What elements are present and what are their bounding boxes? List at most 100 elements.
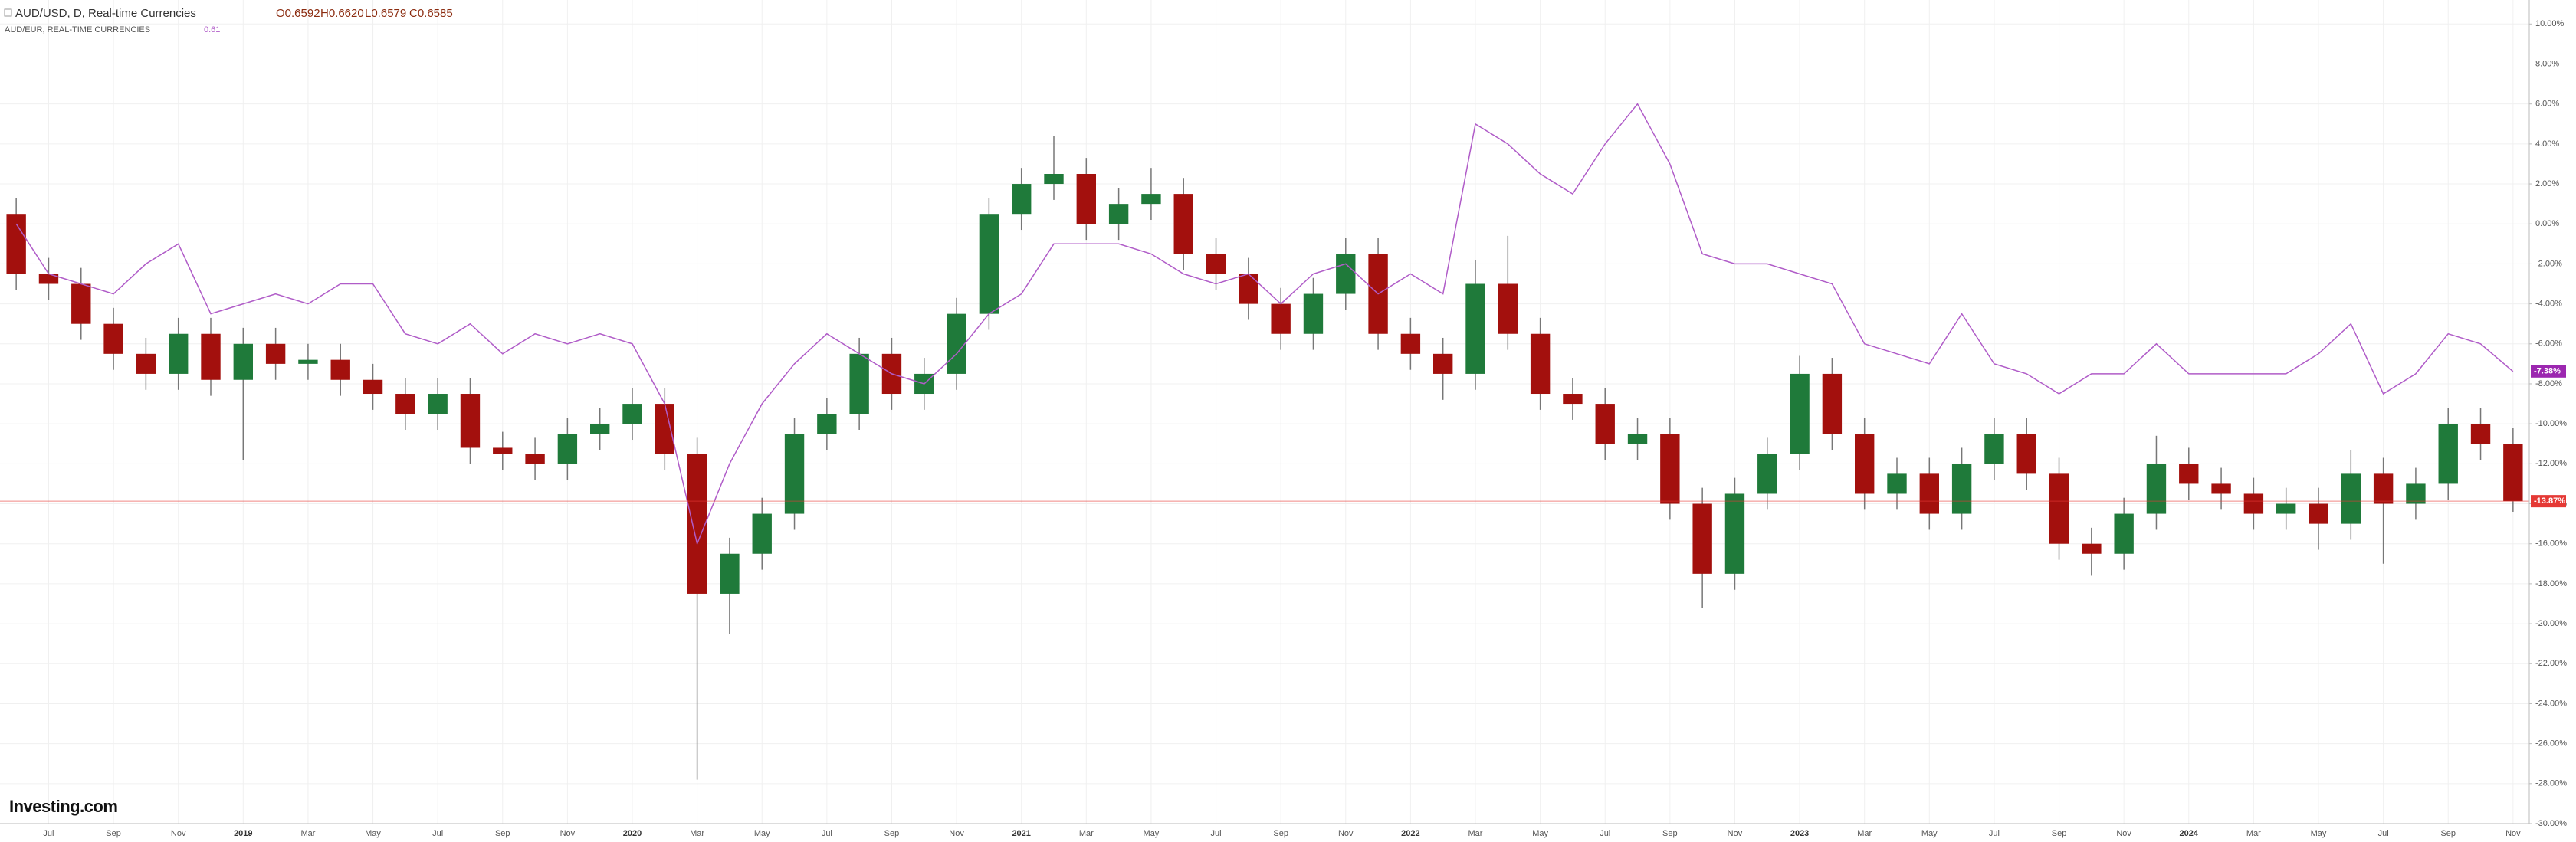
candle-body (395, 394, 415, 414)
x-tick-label: Jul (43, 829, 54, 838)
x-tick-label: 2023 (1790, 829, 1809, 838)
x-tick-label: Mar (2246, 829, 2261, 838)
candle-body (1433, 353, 1453, 374)
price-tag-label: -7.38% (2534, 367, 2561, 376)
y-tick-label: 4.00% (2535, 139, 2559, 149)
candle-body (1595, 404, 1615, 444)
x-tick-label: 2020 (623, 829, 642, 838)
candle-body (1757, 454, 1777, 494)
candle-body (1530, 333, 1551, 395)
plot-area (0, 0, 2529, 824)
price-tag (2531, 365, 2566, 378)
compare-legend-title: AUD/EUR, REAL-TIME CURRENCIES (5, 25, 150, 34)
x-tick-label: Nov (2505, 829, 2521, 838)
y-tick-label: -4.00% (2535, 300, 2562, 309)
x-tick-label: May (1921, 829, 1938, 838)
candle-body (1790, 373, 1810, 454)
candle-body (2049, 473, 2069, 544)
candle-body (1465, 283, 1485, 374)
candle-body (784, 434, 805, 514)
y-tick-label: -16.00% (2535, 539, 2567, 549)
price-tag-label: -13.87% (2534, 496, 2565, 506)
x-tick-label: May (1144, 829, 1160, 838)
candle-body (363, 379, 383, 395)
candle-body (720, 553, 740, 594)
x-tick-label: Nov (560, 829, 576, 838)
candle-body (6, 214, 26, 274)
candle-body (38, 274, 59, 284)
ohlc-high: H0.6620 (320, 7, 364, 20)
y-tick-label: -22.00% (2535, 659, 2567, 668)
x-tick-label: Sep (2440, 829, 2456, 838)
candle-body (1303, 293, 1324, 334)
x-tick-label: Mar (1079, 829, 1094, 838)
candle-body (1141, 194, 1161, 205)
main-legend-title: AUD/USD, D, Real-time Currencies (15, 7, 196, 20)
x-tick-label: Sep (495, 829, 510, 838)
candle-body (330, 359, 350, 380)
candle-body (557, 434, 578, 464)
candle-body (655, 404, 674, 454)
candle-body (2406, 483, 2426, 504)
y-tick-label: -2.00% (2535, 259, 2562, 268)
x-tick-label: Jul (1989, 829, 2000, 838)
candle-body (201, 333, 221, 380)
collapse-icon[interactable] (4, 8, 12, 17)
candle-body (265, 343, 286, 364)
compare-legend-value: 0.61 (204, 25, 220, 34)
candle-body (169, 333, 189, 374)
x-tick-label: May (1532, 829, 1548, 838)
y-tick-label: 8.00% (2535, 59, 2559, 68)
candle-body (2309, 503, 2328, 524)
candle-body (298, 359, 318, 364)
candle-body (2438, 424, 2458, 484)
candle-body (2470, 424, 2491, 444)
candle-body (71, 283, 91, 324)
x-tick-label: Mar (690, 829, 704, 838)
candle-body (979, 214, 999, 314)
candle-body (1919, 473, 1939, 514)
candle-body (428, 394, 448, 414)
y-tick-label: 0.00% (2535, 219, 2559, 228)
y-tick-label: -20.00% (2535, 619, 2567, 628)
y-tick-label: -8.00% (2535, 379, 2562, 388)
x-tick-label: Nov (949, 829, 964, 838)
candle-body (1951, 464, 1972, 514)
x-tick-label: 2021 (1012, 829, 1030, 838)
candle-body (460, 394, 481, 448)
x-tick-label: Sep (1273, 829, 1288, 838)
candle-body (622, 404, 642, 424)
candle-body (1173, 194, 1193, 254)
y-tick-label: 10.00% (2535, 19, 2565, 28)
candle-body (2146, 464, 2167, 514)
candle-body (1336, 254, 1356, 294)
x-tick-label: Mar (300, 829, 315, 838)
candle-body (2373, 473, 2394, 504)
y-tick-label: -10.00% (2535, 419, 2567, 428)
ohlc-open: O0.6592 (276, 7, 320, 20)
y-tick-label: -12.00% (2535, 459, 2567, 468)
ohlc-low: L0.6579 (365, 7, 406, 20)
compare-line (15, 103, 2514, 546)
candle-body (1855, 434, 1875, 494)
x-tick-label: May (365, 829, 381, 838)
y-tick-label: 2.00% (2535, 179, 2559, 188)
x-tick-label: Jul (432, 829, 443, 838)
x-tick-label: Jul (2378, 829, 2389, 838)
candle-body (752, 513, 772, 554)
y-tick-label: -18.00% (2535, 579, 2567, 588)
x-tick-label: May (2311, 829, 2327, 838)
candle-body (1108, 204, 1129, 224)
y-tick-label: -30.00% (2535, 819, 2567, 828)
candle-body (1271, 303, 1291, 334)
candle-body (1206, 254, 1226, 274)
x-tick-label: 2022 (1401, 829, 1419, 838)
candle-body (1984, 434, 2004, 464)
candle-body (1724, 493, 1745, 574)
x-tick-label: Nov (1338, 829, 1354, 838)
candle-body (1239, 274, 1258, 304)
candle-body (1887, 473, 1907, 494)
